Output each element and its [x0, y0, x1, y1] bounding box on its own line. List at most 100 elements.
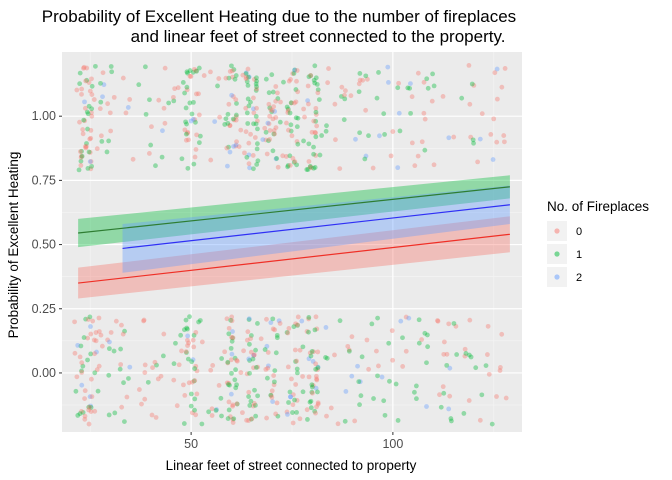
- data-point: [245, 82, 251, 88]
- data-point: [251, 106, 256, 112]
- data-point: [281, 79, 286, 85]
- data-point: [265, 350, 271, 355]
- data-point: [227, 149, 233, 155]
- data-point: [159, 154, 165, 160]
- data-point: [233, 385, 239, 391]
- data-point: [218, 395, 224, 401]
- scatter-points: [72, 62, 509, 427]
- data-point: [189, 359, 195, 365]
- data-point: [285, 164, 291, 170]
- data-point: [246, 356, 252, 362]
- data-point: [313, 314, 319, 320]
- data-point: [258, 336, 264, 342]
- data-point: [295, 322, 300, 328]
- data-point: [234, 401, 240, 407]
- data-point: [225, 359, 231, 365]
- data-point: [191, 378, 197, 384]
- data-point: [275, 90, 280, 96]
- data-point: [183, 119, 188, 125]
- data-point: [306, 316, 312, 322]
- data-point: [180, 80, 186, 85]
- data-point: [255, 126, 260, 132]
- data-point: [292, 100, 297, 106]
- data-point: [489, 421, 495, 427]
- data-point: [364, 337, 370, 343]
- data-point: [171, 98, 177, 104]
- data-point: [264, 343, 270, 349]
- data-point: [108, 128, 114, 134]
- data-point: [323, 355, 328, 360]
- data-point: [85, 317, 91, 322]
- data-point: [326, 66, 331, 71]
- data-point: [470, 137, 476, 143]
- data-point: [245, 66, 251, 72]
- data-point: [253, 413, 259, 419]
- chart-title-line-2: and linear feet of street connected to t…: [131, 27, 506, 46]
- data-point: [185, 333, 191, 339]
- data-point: [184, 326, 190, 332]
- data-point: [270, 316, 276, 322]
- data-point: [304, 167, 310, 172]
- data-point: [294, 162, 300, 168]
- data-point: [324, 123, 329, 129]
- data-point: [251, 352, 257, 358]
- data-point: [85, 357, 90, 363]
- data-point: [188, 118, 194, 124]
- data-point: [118, 346, 123, 352]
- data-point: [438, 404, 444, 410]
- data-point: [148, 142, 154, 148]
- data-point: [477, 417, 483, 423]
- data-point: [254, 86, 259, 92]
- data-point: [230, 74, 235, 80]
- data-point: [346, 347, 352, 353]
- data-point: [84, 77, 90, 83]
- data-point: [479, 392, 485, 398]
- data-point: [143, 111, 149, 117]
- data-point: [314, 376, 319, 382]
- data-point: [270, 326, 276, 332]
- y-tick-label: 0.50: [32, 238, 56, 252]
- data-point: [315, 349, 321, 355]
- data-point: [447, 365, 453, 371]
- data-point: [306, 74, 312, 80]
- data-point: [323, 325, 329, 330]
- data-point: [292, 67, 298, 73]
- data-point: [468, 134, 474, 140]
- data-point: [311, 118, 317, 124]
- data-point: [287, 153, 293, 159]
- y-tick-label: 1.00: [32, 109, 56, 123]
- data-point: [248, 131, 253, 137]
- data-point: [343, 88, 348, 94]
- data-point: [77, 81, 83, 87]
- data-point: [309, 384, 315, 390]
- data-point: [117, 366, 123, 372]
- data-point: [252, 387, 257, 393]
- data-point: [80, 127, 86, 132]
- data-point: [408, 110, 413, 116]
- data-point: [313, 130, 319, 136]
- data-point: [254, 78, 260, 84]
- data-point: [243, 76, 249, 82]
- data-point: [227, 414, 233, 420]
- data-point: [375, 373, 380, 379]
- data-point: [193, 412, 199, 418]
- data-point: [449, 418, 454, 424]
- data-point: [339, 84, 345, 90]
- data-point: [94, 146, 100, 152]
- data-point: [230, 417, 236, 422]
- data-point: [338, 94, 344, 99]
- data-point: [85, 335, 91, 341]
- data-point: [120, 331, 126, 337]
- data-point: [91, 337, 97, 343]
- data-point: [186, 380, 192, 386]
- data-point: [162, 65, 168, 71]
- data-point: [94, 367, 100, 373]
- data-point: [287, 163, 293, 168]
- x-tick-label: 100: [382, 437, 403, 451]
- legend-label: 1: [576, 249, 582, 261]
- data-point: [346, 348, 352, 354]
- data-point: [88, 159, 94, 164]
- data-point: [248, 416, 254, 422]
- data-point: [471, 140, 476, 146]
- data-point: [312, 327, 318, 333]
